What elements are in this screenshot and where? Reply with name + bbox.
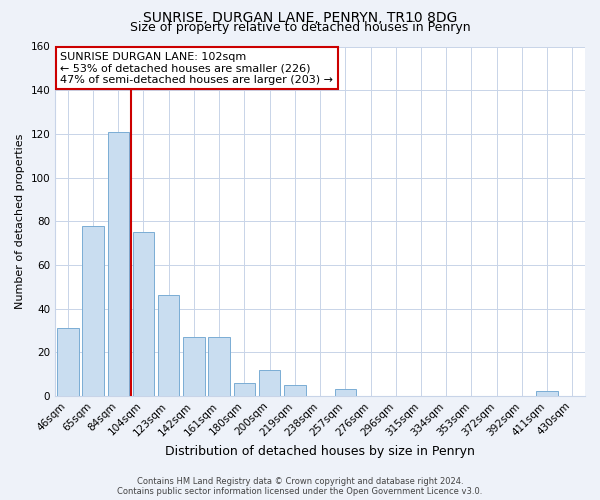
Text: Size of property relative to detached houses in Penryn: Size of property relative to detached ho… xyxy=(130,22,470,35)
Text: Contains HM Land Registry data © Crown copyright and database right 2024.
Contai: Contains HM Land Registry data © Crown c… xyxy=(118,476,482,496)
Y-axis label: Number of detached properties: Number of detached properties xyxy=(15,134,25,309)
Text: SUNRISE, DURGAN LANE, PENRYN, TR10 8DG: SUNRISE, DURGAN LANE, PENRYN, TR10 8DG xyxy=(143,11,457,25)
Bar xyxy=(57,328,79,396)
Bar xyxy=(233,382,255,396)
Text: SUNRISE DURGAN LANE: 102sqm
← 53% of detached houses are smaller (226)
47% of se: SUNRISE DURGAN LANE: 102sqm ← 53% of det… xyxy=(61,52,334,85)
Bar xyxy=(208,337,230,396)
Bar xyxy=(158,296,179,396)
Bar xyxy=(183,337,205,396)
Bar xyxy=(259,370,280,396)
Bar xyxy=(335,390,356,396)
Bar xyxy=(133,232,154,396)
Bar xyxy=(107,132,129,396)
Bar xyxy=(284,385,305,396)
X-axis label: Distribution of detached houses by size in Penryn: Distribution of detached houses by size … xyxy=(165,444,475,458)
Bar xyxy=(82,226,104,396)
Bar xyxy=(536,392,558,396)
